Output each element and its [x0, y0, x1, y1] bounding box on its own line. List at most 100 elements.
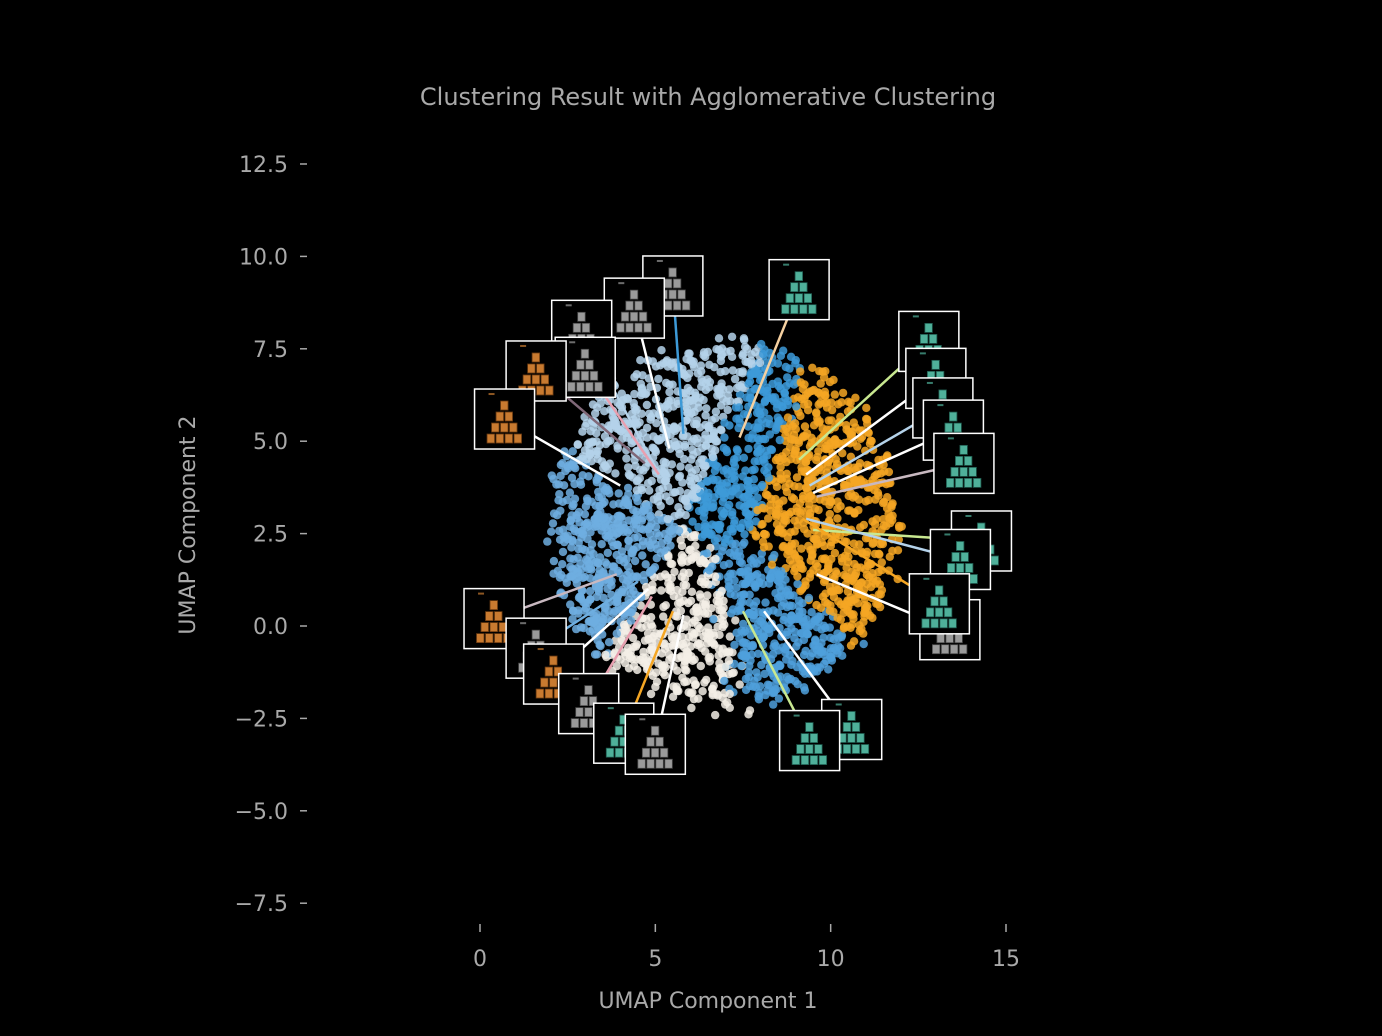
data-point: [740, 335, 749, 345]
data-point: [567, 473, 577, 483]
data-point: [573, 553, 582, 562]
data-point: [679, 580, 688, 590]
data-point: [753, 506, 762, 515]
data-point: [556, 471, 565, 481]
pyramid-block: [616, 322, 625, 333]
data-point: [658, 433, 667, 442]
thumbnail-image: [933, 432, 995, 495]
data-point: [751, 517, 761, 526]
data-point: [610, 421, 619, 430]
thumbnail-mark: [919, 352, 926, 355]
data-point: [600, 461, 609, 470]
data-point: [724, 559, 734, 568]
thumbnail-frame: [908, 573, 971, 635]
pyramid-block: [489, 622, 498, 633]
data-point: [724, 582, 734, 591]
data-point: [560, 537, 569, 547]
data-point: [718, 394, 727, 403]
data-point: [730, 374, 740, 384]
data-point: [727, 510, 737, 520]
thumbnail-mark: [912, 315, 919, 318]
data-point: [748, 430, 757, 439]
data-point: [711, 407, 721, 416]
data-point: [745, 522, 754, 532]
data-point: [566, 600, 575, 609]
pyramid-block: [494, 611, 503, 622]
data-point: [657, 346, 666, 355]
data-point: [686, 532, 696, 542]
data-point: [630, 556, 640, 566]
data-point: [697, 455, 706, 464]
data-point: [723, 470, 732, 479]
data-point: [691, 394, 700, 403]
pyramid-block: [851, 744, 861, 754]
data-point: [707, 416, 717, 425]
data-point: [574, 544, 583, 554]
pyramid-block: [476, 633, 485, 644]
data-point: [750, 423, 759, 432]
data-point: [694, 473, 703, 483]
data-point: [863, 419, 872, 428]
pyramid-block: [805, 744, 814, 754]
data-point: [888, 511, 897, 520]
data-point: [790, 419, 800, 428]
pyramid-block: [486, 433, 495, 444]
data-point: [687, 552, 696, 562]
data-point: [746, 370, 755, 380]
data-point: [730, 576, 739, 585]
data-point: [683, 408, 692, 417]
pyramid-block: [919, 334, 929, 344]
data-point: [790, 634, 799, 643]
data-point: [782, 474, 791, 483]
thumbnail-mark: [572, 677, 579, 680]
data-point: [833, 629, 842, 638]
data-point: [787, 611, 796, 620]
data-point: [609, 562, 619, 571]
data-point: [718, 497, 728, 507]
data-point: [748, 642, 758, 651]
pyramid-block: [655, 736, 664, 747]
data-point: [727, 332, 737, 341]
data-point: [676, 462, 685, 471]
pyramid-block: [663, 300, 673, 311]
data-point: [562, 578, 571, 587]
data-point: [753, 620, 763, 629]
data-point: [655, 492, 665, 501]
data-point: [705, 652, 715, 662]
data-point: [605, 520, 614, 530]
pyramid-block: [489, 600, 498, 611]
pyramid-block: [509, 422, 518, 433]
data-point: [565, 488, 575, 497]
pyramid-block: [959, 444, 968, 455]
data-point: [674, 444, 683, 454]
data-point: [809, 421, 819, 430]
data-point: [785, 601, 794, 610]
data-point: [612, 661, 621, 671]
data-point: [794, 436, 803, 445]
data-point: [842, 563, 851, 572]
data-point: [832, 459, 842, 469]
data-point: [583, 439, 593, 449]
data-point: [582, 494, 592, 503]
pyramid-block: [571, 370, 581, 381]
data-point: [795, 607, 804, 616]
data-point: [637, 409, 646, 418]
data-point: [578, 530, 588, 539]
data-point: [646, 566, 655, 575]
data-point: [739, 453, 749, 462]
pyramid-block: [659, 747, 669, 758]
data-point: [649, 432, 658, 441]
data-point: [682, 666, 691, 675]
data-point: [819, 633, 828, 642]
data-point: [751, 347, 760, 357]
pyramid-block: [842, 722, 852, 732]
data-point: [684, 688, 693, 697]
pyramid-block: [614, 747, 624, 758]
data-point: [708, 452, 718, 462]
data-point: [591, 501, 600, 510]
data-point: [779, 346, 788, 355]
data-point: [827, 587, 836, 596]
pyramid-block: [805, 722, 814, 732]
data-point: [744, 379, 753, 388]
data-point: [821, 367, 830, 376]
